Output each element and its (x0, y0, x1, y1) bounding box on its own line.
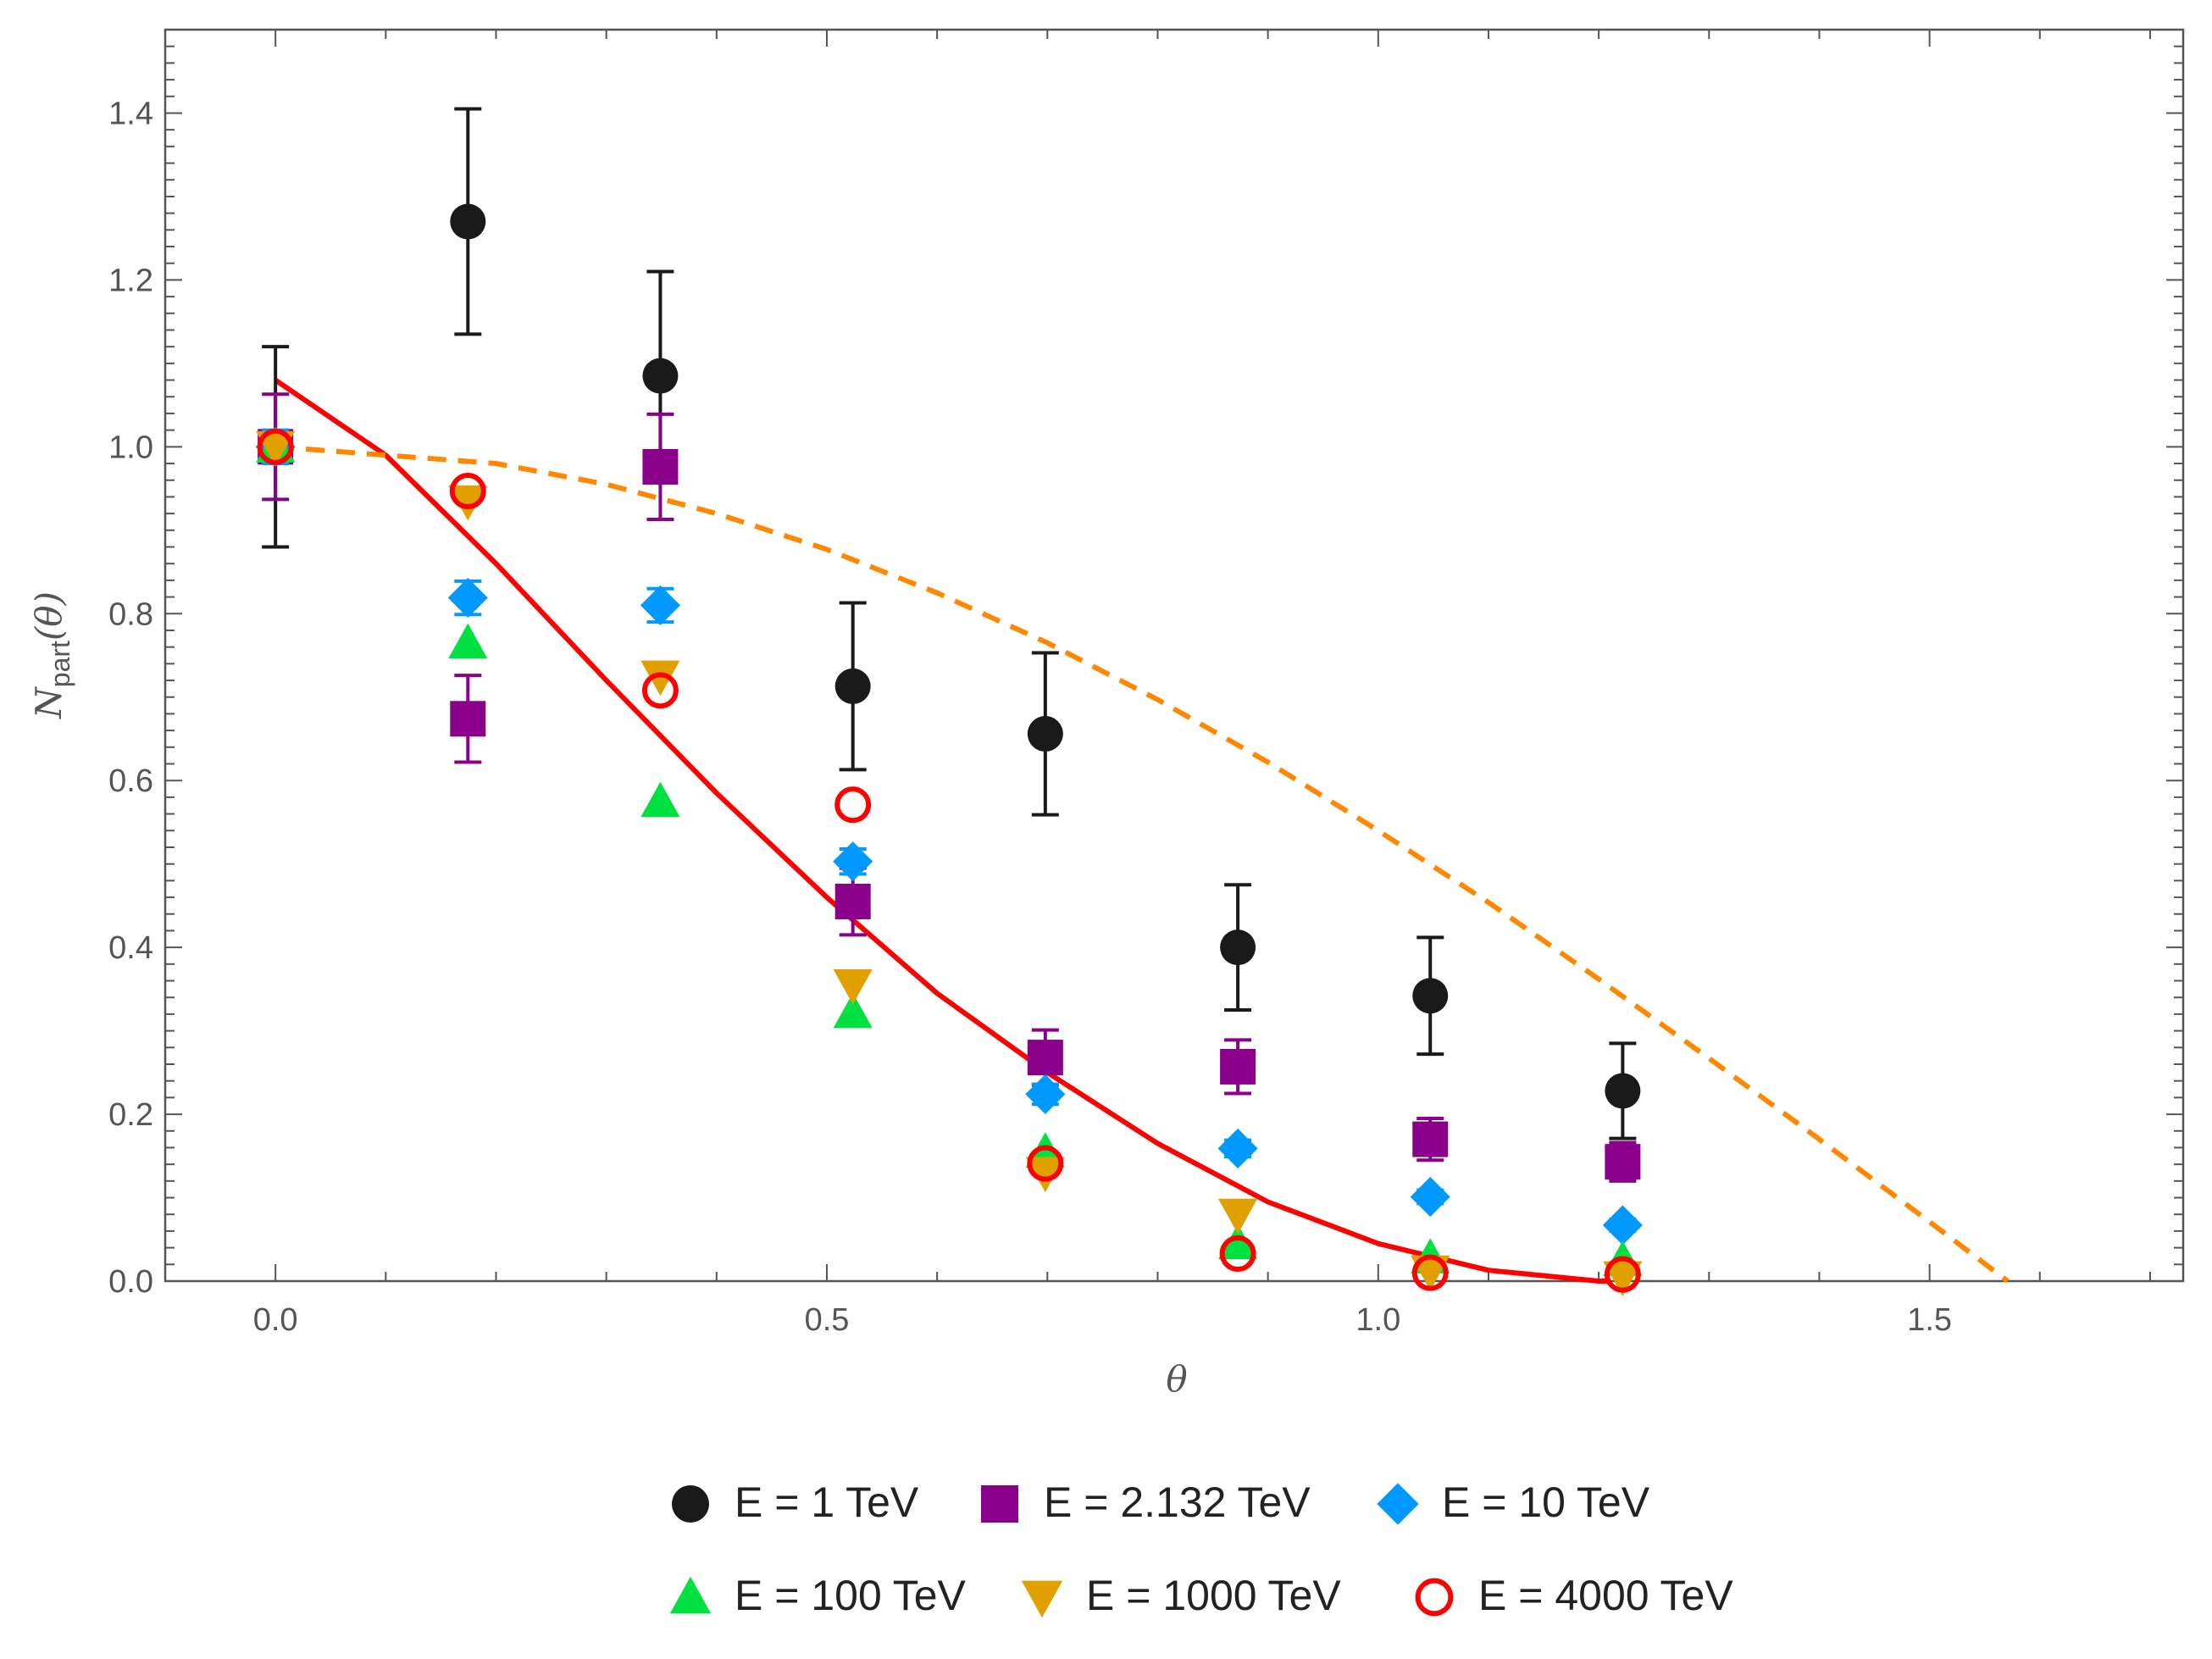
legend-marker (1021, 1580, 1063, 1618)
legend-item: E = 1000 TeV (1021, 1572, 1341, 1619)
legend: E = 1 TeV E = 2.132 TeV E = 10 TeV E = 100 … (669, 1479, 1733, 1619)
y-axis-title-main: N (28, 686, 69, 719)
data-point (1218, 1198, 1258, 1235)
y-tick-label: 0.0 (108, 1264, 153, 1300)
y-axis-title-sub: part (45, 641, 75, 687)
data-point (640, 660, 680, 696)
x-tick-label: 0.0 (253, 1302, 298, 1338)
data-point (1027, 1040, 1063, 1076)
data-point (1219, 1235, 1256, 1272)
data-point (1602, 1205, 1643, 1246)
legend-marker (981, 1485, 1018, 1523)
legend-label: E = 10 TeV (1442, 1479, 1650, 1526)
curves (274, 378, 2010, 1284)
data-point (1410, 1177, 1450, 1218)
legend-item: E = 100 TeV (669, 1572, 967, 1619)
data-point (834, 883, 871, 919)
data-point (1411, 1254, 1449, 1291)
data-point (1025, 1157, 1065, 1193)
data-point (1412, 978, 1449, 1014)
dashed-curve (274, 444, 2010, 1284)
axis-ticks (164, 29, 2183, 1282)
x-axis-title: θ (1166, 1358, 1187, 1400)
data-point (640, 781, 680, 818)
data-point (833, 968, 873, 1005)
legend-item: E = 4000 TeV (1415, 1572, 1733, 1619)
data-point (1605, 1144, 1641, 1180)
data-point (641, 672, 679, 709)
y-tick-label: 0.4 (108, 930, 153, 966)
data-point (448, 623, 488, 659)
data-points (255, 107, 1643, 1297)
data-point (1411, 1255, 1450, 1291)
data-point (1220, 1048, 1256, 1085)
data-point (1603, 1261, 1643, 1297)
solid-fit-curve (274, 378, 1610, 1284)
legend-marker (669, 1576, 712, 1614)
legend-marker (1377, 1483, 1419, 1525)
legend-label: E = 1000 TeV (1086, 1572, 1341, 1619)
data-point (642, 448, 679, 485)
data-point (256, 430, 296, 467)
y-tick-labels: 0.0 0.2 0.4 0.6 0.8 1.0 1.2 1.4 (108, 96, 153, 1300)
y-tick-label: 0.2 (108, 1097, 153, 1133)
legend-label: E = 1 TeV (735, 1479, 919, 1526)
data-point (1605, 1073, 1641, 1109)
x-tick-label: 1.0 (1355, 1302, 1400, 1338)
data-point (1604, 1256, 1641, 1293)
data-point (1027, 1145, 1064, 1182)
data-point (447, 578, 488, 619)
data-point (640, 585, 680, 625)
data-point (834, 786, 872, 824)
data-point (833, 841, 873, 882)
y-tick-label: 1.0 (108, 430, 153, 465)
y-tick-label: 1.2 (108, 263, 153, 298)
series-0 (258, 107, 1641, 1140)
legend-label: E = 100 TeV (735, 1572, 967, 1619)
data-point (449, 473, 486, 510)
data-point (1027, 716, 1063, 752)
data-point (833, 992, 873, 1029)
y-tick-label: 0.8 (108, 596, 153, 632)
y-axis-title-arg: (θ) (28, 591, 69, 641)
data-point (448, 485, 488, 521)
data-point (1220, 929, 1256, 966)
data-point (834, 668, 871, 704)
y-tick-label: 1.4 (108, 96, 153, 131)
data-point (450, 701, 486, 737)
data-point (1218, 1223, 1258, 1260)
x-tick-label: 1.5 (1907, 1302, 1952, 1338)
series-4 (256, 430, 1643, 1297)
legend-item: E = 2.132 TeV (981, 1479, 1311, 1526)
legend-item: E = 10 TeV (1377, 1479, 1650, 1526)
y-tick-label: 0.6 (108, 763, 153, 799)
plot-frame (164, 28, 2185, 1283)
data-point (1025, 1074, 1066, 1114)
y-axis-title: Npart(θ) (28, 591, 75, 719)
data-point (1412, 1121, 1449, 1157)
data-point (257, 428, 294, 465)
x-tick-label: 0.5 (805, 1302, 850, 1338)
legend-marker (1415, 1578, 1454, 1617)
legend-label: E = 4000 TeV (1478, 1572, 1733, 1619)
legend-marker (672, 1485, 709, 1523)
x-tick-labels: 0.0 0.5 1.0 1.5 (253, 1302, 1952, 1338)
data-point (450, 203, 486, 240)
legend-label: E = 2.132 TeV (1044, 1479, 1311, 1526)
legend-item: E = 1 TeV (672, 1479, 919, 1526)
data-point (1217, 1128, 1258, 1168)
data-point (642, 358, 679, 394)
series-5 (257, 428, 1641, 1293)
